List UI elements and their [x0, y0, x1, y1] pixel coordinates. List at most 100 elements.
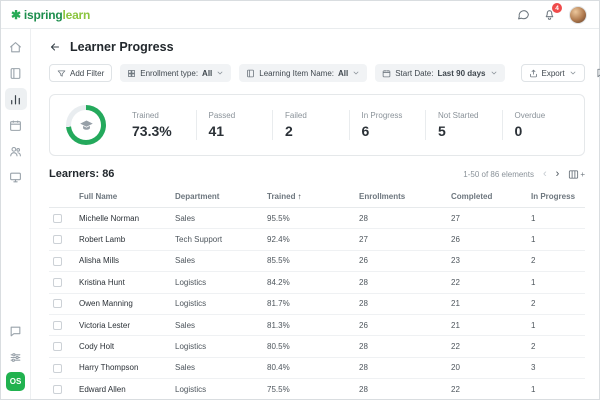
page-title: Learner Progress [70, 40, 174, 54]
sidebar-settings-icon[interactable] [5, 346, 27, 368]
table-row[interactable]: Owen Manning Logistics 81.7% 28 21 2 [49, 293, 585, 315]
cell-enrollments: 28 [355, 378, 447, 399]
row-checkbox[interactable] [53, 213, 62, 223]
start-date-filter[interactable]: Start Date: Last 90 days [375, 64, 505, 82]
row-checkbox[interactable] [53, 278, 62, 288]
learning-item-value: All [337, 68, 349, 78]
table-row[interactable]: Edward Allen Logistics 75.5% 28 22 1 [49, 378, 585, 399]
sidebar-display-icon[interactable] [5, 166, 27, 188]
cell-completed: 22 [447, 271, 527, 294]
user-avatar[interactable] [569, 5, 587, 24]
stat-failed: Failed 2 [273, 111, 349, 139]
stat-label: In Progress [361, 111, 403, 120]
cell-full-name: Cody Holt [75, 335, 171, 358]
cell-completed: 26 [447, 228, 527, 251]
sidebar-users-icon[interactable] [5, 140, 27, 162]
chevron-down-icon [352, 69, 360, 77]
cell-department: Sales [171, 250, 263, 273]
row-checkbox[interactable] [53, 256, 62, 266]
table-row[interactable]: Victoria Lester Sales 81.3% 26 21 1 [49, 314, 585, 337]
enrollment-type-filter[interactable]: Enrollment type: All [120, 64, 232, 82]
stat-value: 2 [285, 123, 293, 139]
stat-not-started: Not Started 5 [426, 111, 502, 139]
learning-item-name-filter[interactable]: Learning Item Name: All [239, 64, 368, 82]
chat-icon[interactable] [517, 8, 530, 21]
chevron-down-icon [490, 69, 498, 77]
learners-table-body: Michelle Norman Sales 95.5% 28 27 1 Robert Lam… [49, 207, 585, 399]
table-row[interactable]: Harry Thompson Sales 80.4% 28 20 3 [49, 357, 585, 380]
cell-trained: 92.4% [263, 228, 355, 251]
bookmark-button[interactable] [593, 64, 600, 82]
table-row[interactable]: Michelle Norman Sales 95.5% 28 27 1 [49, 207, 585, 230]
cell-enrollments: 26 [355, 250, 447, 273]
sort-asc-icon: ↑ [297, 192, 302, 201]
table-row[interactable]: Cody Holt Logistics 80.5% 28 22 2 [49, 335, 585, 358]
cell-trained: 75.5% [263, 378, 355, 399]
cell-trained: 81.7% [263, 293, 355, 315]
sidebar-messages-icon[interactable] [5, 320, 27, 342]
table-row[interactable]: Alisha Mills Sales 85.5% 26 23 2 [49, 250, 585, 273]
cell-full-name: Alisha Mills [75, 250, 171, 273]
cell-completed: 22 [447, 378, 527, 399]
stat-passed: Passed 41 [197, 111, 273, 139]
bookmark-icon [595, 68, 600, 78]
stat-label: Trained [132, 111, 159, 120]
col-completed[interactable]: Completed [447, 187, 527, 208]
col-full-name[interactable]: Full Name [75, 187, 171, 208]
cell-trained: 95.5% [263, 207, 355, 230]
learners-table-container: Full Name Department Trained ↑ Enrollment… [49, 187, 585, 399]
learners-table: Full Name Department Trained ↑ Enrollment… [49, 187, 585, 399]
row-checkbox[interactable] [53, 342, 62, 352]
brand-logo[interactable]: ✱ ispringlearn [11, 8, 90, 22]
sidebar-home-icon[interactable] [5, 36, 27, 58]
row-checkbox[interactable] [53, 385, 62, 395]
column-settings-button[interactable]: + [568, 169, 585, 180]
stat-trained: Trained 73.3% [120, 111, 196, 139]
add-filter-button[interactable]: Add Filter [49, 64, 113, 82]
cell-in-progress: 3 [527, 357, 585, 380]
stat-label: Passed [208, 111, 236, 120]
back-button[interactable] [49, 41, 61, 53]
col-in-progress[interactable]: In Progress [527, 187, 585, 208]
col-trained[interactable]: Trained ↑ [263, 187, 355, 208]
cell-department: Logistics [171, 378, 263, 399]
pagination-range: 1-50 of 86 elements [463, 169, 534, 179]
sidebar-reports-icon[interactable] [4, 88, 27, 110]
table-row[interactable]: Kristina Hunt Logistics 84.2% 28 22 1 [49, 271, 585, 294]
cell-department: Logistics [171, 335, 263, 358]
chevron-down-icon [216, 69, 224, 77]
logo-prefix: ispring [23, 7, 63, 22]
summary-card: Trained 73.3% Passed 41 Failed 2 [49, 94, 585, 156]
table-row[interactable]: Robert Lamb Tech Support 92.4% 27 26 1 [49, 228, 585, 251]
cell-completed: 23 [447, 250, 527, 273]
stat-value: 6 [361, 123, 370, 139]
filter-bar: Add Filter Enrollment type: All [49, 64, 600, 82]
logo-suffix: learn [62, 7, 91, 22]
pagination-prev-icon[interactable]: ‹ [542, 167, 547, 180]
row-checkbox[interactable] [53, 363, 62, 373]
cell-department: Logistics [171, 293, 263, 315]
col-enrollments[interactable]: Enrollments [355, 187, 447, 208]
stat-label: Failed [285, 111, 307, 120]
sidebar-courses-icon[interactable] [5, 62, 27, 84]
cell-in-progress: 1 [527, 378, 585, 399]
notifications-bell-icon[interactable]: 4 [543, 3, 562, 21]
sidebar-calendar-icon[interactable] [5, 114, 27, 136]
stat-divider [195, 110, 197, 140]
cell-trained: 84.2% [263, 271, 355, 294]
pagination-next-icon[interactable]: › [555, 167, 560, 180]
cell-in-progress: 1 [527, 207, 585, 230]
cell-trained: 80.4% [263, 357, 355, 380]
cell-department: Logistics [171, 271, 263, 294]
row-checkbox[interactable] [53, 235, 62, 245]
export-button[interactable]: Export [520, 64, 585, 82]
ispring-logo-icon: ✱ [11, 7, 21, 22]
topbar-actions: 4 [517, 3, 587, 24]
cell-in-progress: 2 [527, 335, 585, 358]
col-department[interactable]: Department [171, 187, 263, 208]
row-checkbox[interactable] [53, 299, 62, 309]
workspace-initials-badge[interactable]: OS [6, 372, 25, 391]
row-checkbox[interactable] [53, 320, 62, 330]
stat-value: 5 [438, 123, 446, 139]
cell-enrollments: 28 [355, 335, 447, 358]
